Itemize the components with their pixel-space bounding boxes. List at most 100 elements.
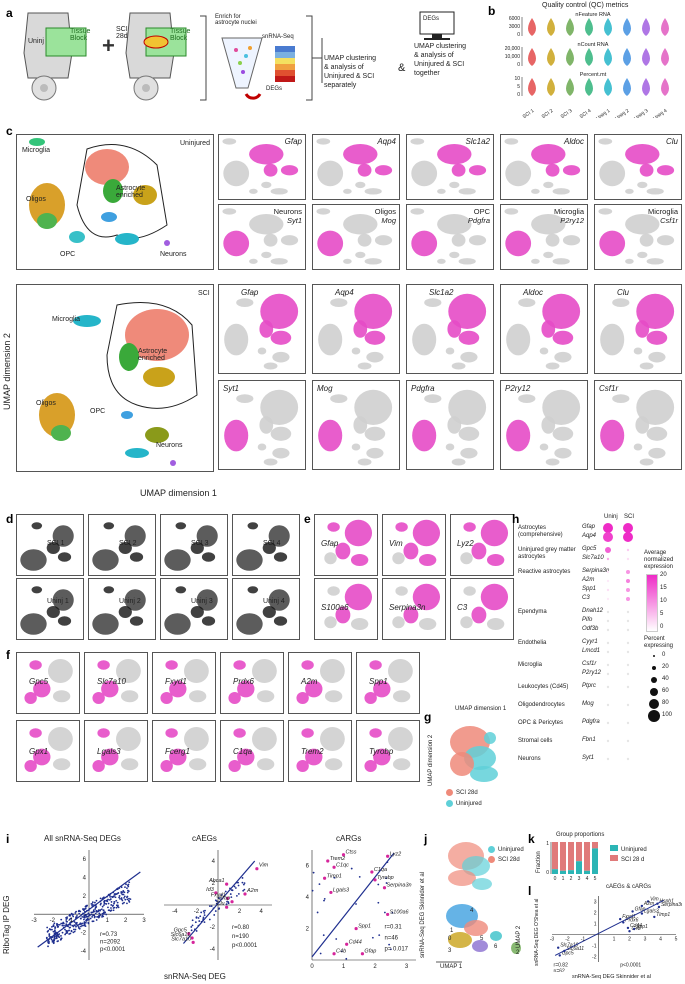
uninjured-cord-icon <box>23 12 87 101</box>
umap-cluster <box>350 618 369 630</box>
i-a-point <box>61 931 64 934</box>
d-uninj-tile-plot <box>164 586 218 635</box>
f-gene2-tile-plot <box>160 727 209 772</box>
i-a-ytick: -4 <box>81 949 87 955</box>
umap-cluster <box>201 552 216 562</box>
l-xtick: -2 <box>565 937 570 943</box>
qc-sample-label: SCI 4 <box>579 108 593 118</box>
h-gene-label: Gpc5 <box>582 546 597 552</box>
umap-cluster <box>598 138 613 145</box>
umap-cluster <box>357 233 372 247</box>
i-a-point <box>115 899 118 902</box>
d-sci-tile: SCI 1 <box>16 514 84 576</box>
umap-cluster <box>103 586 115 594</box>
i-a-point <box>70 929 73 932</box>
umap-cluster <box>268 589 290 611</box>
i-c-xtick: 0 <box>310 964 314 970</box>
i-c-gene-label: Timp1 <box>327 873 342 879</box>
i-a-point <box>120 897 123 899</box>
h-dot <box>606 703 610 707</box>
umap-cluster <box>256 758 275 771</box>
i-c-point <box>385 882 388 884</box>
i-b-point <box>214 899 217 902</box>
l-point <box>626 926 630 930</box>
i-b-point <box>195 916 198 919</box>
l-n: n=62 <box>554 969 565 973</box>
umap-cluster <box>357 458 372 466</box>
i-a-point <box>103 902 106 905</box>
f-gene-tile: A2m <box>288 652 352 714</box>
g-umap-plot <box>450 726 498 782</box>
umap-cluster <box>233 728 246 738</box>
k-xtick: 5 <box>594 876 597 882</box>
umap-cluster <box>486 618 505 630</box>
i-a-point <box>122 889 125 892</box>
i-b-point <box>214 910 217 912</box>
h-col-sci: SCI <box>624 514 635 520</box>
violin-3 <box>585 18 593 36</box>
f-gene2-tile-plot <box>228 727 277 772</box>
uninjured-title: Uninjured <box>180 140 210 147</box>
umap-cluster <box>458 330 480 345</box>
d-sci-tile-plot <box>164 522 218 571</box>
panel-letter-d: d <box>6 512 14 526</box>
umap-cluster <box>31 522 43 530</box>
tile-gene: Uninj 3 <box>191 598 213 605</box>
umap-cluster <box>256 690 275 703</box>
i-a-xtick: -1 <box>68 918 74 924</box>
j-cluster-label: 0 <box>448 936 452 942</box>
d-sci-tile-plot <box>92 522 146 571</box>
f-gene2-tile: Fcerg1 <box>152 720 216 782</box>
umap-cluster <box>201 616 216 626</box>
umap-cluster <box>646 258 664 265</box>
umap-cluster <box>343 258 352 264</box>
umap-cluster <box>48 727 73 751</box>
umap-cluster <box>451 458 466 466</box>
i-a-point <box>111 895 113 898</box>
umap-cluster <box>247 522 259 530</box>
i-b-point <box>230 889 233 891</box>
l-point <box>558 954 561 957</box>
i-b-point <box>218 908 220 910</box>
umap-cluster <box>101 680 119 698</box>
umap-cluster <box>374 235 393 246</box>
i-a-point <box>124 886 126 888</box>
umap-cluster <box>395 586 408 596</box>
umap-cluster <box>542 389 581 425</box>
i-c-point <box>340 950 343 953</box>
i-a-n: n=2092 <box>100 940 121 946</box>
i-b-highlight <box>214 891 218 895</box>
i-b-point <box>203 914 206 917</box>
f-gene-tile: Spp1 <box>356 652 420 714</box>
tile-gene: Aldoc <box>563 137 584 146</box>
i-a-point <box>102 904 105 907</box>
umap-cluster <box>468 235 487 246</box>
e-gene2-tile: C3 <box>450 578 514 640</box>
i-a-point <box>74 912 77 914</box>
qc-tick: 5 <box>517 84 520 90</box>
umap-cluster <box>52 525 74 547</box>
umap-cluster <box>412 323 437 356</box>
degs-box-label: DEGs <box>423 16 440 22</box>
tile-gene: SCI 1 <box>47 540 65 547</box>
umap-cluster <box>656 165 675 176</box>
h-gene-label: Cyyr1 <box>582 639 598 645</box>
i-b-highlight <box>225 882 229 886</box>
umap-cluster <box>273 552 288 562</box>
umap-cluster <box>350 554 369 566</box>
l-gene-label: Slc6a11 <box>566 946 584 952</box>
h-dot <box>606 579 610 583</box>
umap-cluster <box>343 213 378 235</box>
i-b-point <box>242 889 245 892</box>
i-a-point <box>127 889 129 892</box>
i-a-point <box>84 925 87 927</box>
uninjured-umap-plot <box>29 138 170 246</box>
umap-cluster <box>335 542 351 560</box>
i-a-point <box>101 912 104 915</box>
umap-cluster <box>327 586 340 596</box>
i-b-gene-label: Slc6a11 <box>171 932 190 938</box>
umap-cluster <box>33 680 51 698</box>
umap-cluster <box>236 394 254 403</box>
l-xtick: 1 <box>613 937 616 943</box>
c-uninj-gene-tile-plot <box>504 138 581 195</box>
